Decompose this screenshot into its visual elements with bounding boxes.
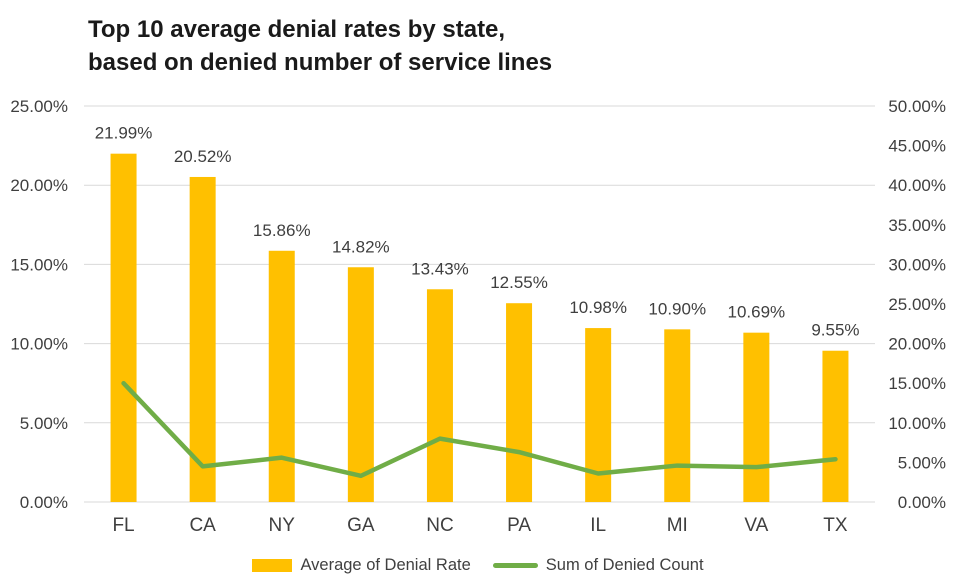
category-label: CA — [189, 515, 216, 536]
bar-value-label: 10.69% — [728, 303, 786, 322]
chart-title: Top 10 average denial rates by state, ba… — [88, 13, 552, 79]
right-axis-tick-label: 50.00% — [888, 97, 946, 116]
denial-rate-bar — [664, 329, 691, 502]
category-label: PA — [507, 515, 531, 536]
bar-value-label: 21.99% — [95, 124, 153, 143]
legend-label-denial-rate: Average of Denial Rate — [300, 556, 471, 574]
right-axis-tick-label: 10.00% — [888, 414, 946, 433]
bar-value-label: 10.90% — [648, 299, 706, 318]
right-axis-tick-label: 0.00% — [898, 493, 946, 512]
gridlines — [84, 105, 875, 503]
denial-rate-bar — [347, 267, 374, 502]
right-axis-tick-label: 40.00% — [888, 176, 946, 195]
bar-series — [110, 153, 849, 502]
category-label: VA — [744, 515, 768, 536]
denial-rate-bar — [189, 176, 216, 502]
legend: Average of Denial Rate Sum of Denied Cou… — [0, 556, 956, 575]
left-axis-tick-label: 15.00% — [10, 255, 68, 274]
left-axis-tick-label: 20.00% — [10, 176, 68, 195]
bar-value-label: 10.98% — [569, 298, 627, 317]
right-axis-tick-label: 45.00% — [888, 137, 946, 156]
right-axis-tick-label: 5.00% — [898, 453, 946, 472]
denial-rate-bar — [743, 332, 770, 502]
left-axis-tick-label: 5.00% — [20, 414, 68, 433]
right-axis-tick-label: 15.00% — [888, 374, 946, 393]
bar-value-label: 12.55% — [490, 273, 548, 292]
denied-count-line — [121, 380, 838, 479]
right-axis-tick-label: 20.00% — [888, 335, 946, 354]
category-label: FL — [112, 515, 134, 536]
category-label: TX — [823, 515, 848, 536]
denial-rate-bar — [110, 153, 137, 502]
bar-value-label: 14.82% — [332, 237, 390, 256]
category-label: IL — [590, 515, 606, 536]
bar-value-label: 9.55% — [811, 321, 859, 340]
line-series-swatch-icon — [492, 563, 538, 568]
chart-title-line2: based on denied number of service lines — [88, 49, 553, 76]
left-axis-tick-label: 10.00% — [10, 335, 68, 354]
category-axis: FL CA NY GA NC PA IL MI VA TX — [112, 515, 847, 536]
denial-rate-bar — [506, 303, 533, 502]
line-series — [121, 380, 838, 479]
legend-label-denied-count: Sum of Denied Count — [545, 556, 704, 574]
bar-series-swatch-icon — [252, 559, 293, 572]
right-axis-tick-label: 25.00% — [888, 295, 946, 314]
denial-rate-bar — [822, 350, 849, 502]
right-axis: 50.00% 45.00% 40.00% 35.00% 30.00% 25.00% 20.0… — [888, 97, 946, 512]
right-axis-tick-label: 30.00% — [888, 255, 946, 274]
right-axis-tick-label: 35.00% — [888, 216, 946, 235]
chart-title-line1: Top 10 average denial rates by state, — [88, 16, 506, 43]
bar-data-labels: 21.99% 20.52% 15.86% 14.82% 13.43% 12.55% 10.9… — [95, 124, 860, 340]
legend-item-denial-rate: Average of Denial Rate — [252, 556, 471, 575]
left-axis-tick-label: 0.00% — [20, 493, 68, 512]
denial-rate-bar — [585, 328, 612, 502]
left-axis: 25.00% 20.00% 15.00% 10.00% 5.00% 0.00% — [10, 97, 68, 512]
plot-svg: 25.00%20.00%15.00%10.00%5.00%0.00%50.00%… — [10, 97, 946, 536]
denial-rate-bar — [268, 250, 295, 502]
legend-item-denied-count: Sum of Denied Count — [492, 556, 704, 575]
category-label: GA — [347, 515, 375, 536]
category-label: NY — [269, 515, 296, 536]
bar-value-label: 13.43% — [411, 259, 469, 278]
bar-value-label: 15.86% — [253, 221, 311, 240]
left-axis-tick-label: 25.00% — [10, 97, 68, 116]
bar-value-label: 20.52% — [174, 147, 232, 166]
category-label: MI — [667, 515, 688, 536]
denial-rate-bar — [426, 289, 453, 502]
category-label: NC — [426, 515, 453, 536]
